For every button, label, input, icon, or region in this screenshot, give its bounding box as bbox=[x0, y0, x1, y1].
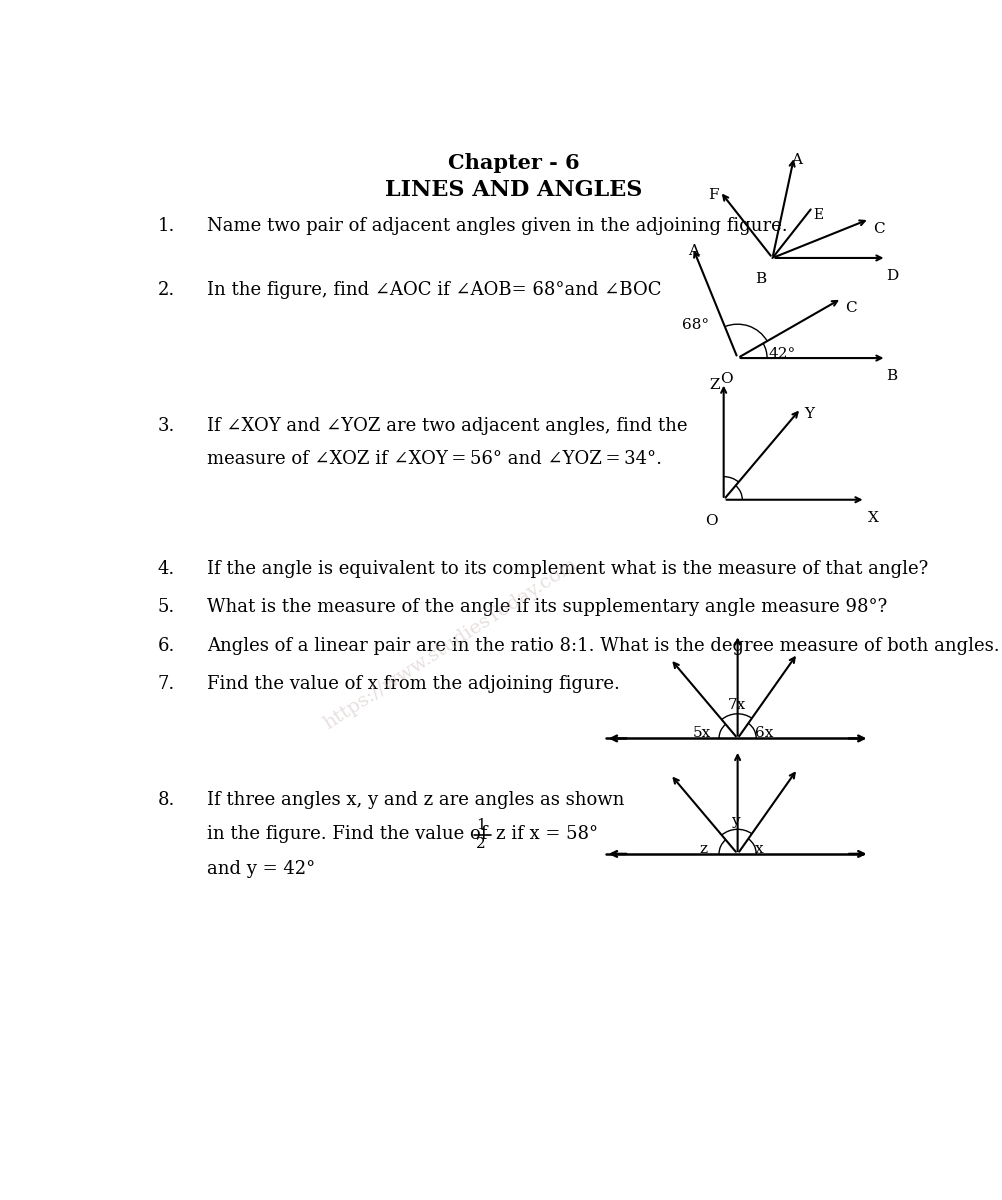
Text: A: A bbox=[790, 152, 801, 167]
Text: What is the measure of the angle if its supplementary angle measure 98°?: What is the measure of the angle if its … bbox=[206, 599, 886, 617]
Text: 1.: 1. bbox=[157, 217, 175, 235]
Text: If the angle is equivalent to its complement what is the measure of that angle?: If the angle is equivalent to its comple… bbox=[206, 559, 927, 578]
Text: In the figure, find ∠AOC if ∠AOB= 68°and ∠BOC: In the figure, find ∠AOC if ∠AOB= 68°and… bbox=[206, 281, 660, 299]
Text: 7.: 7. bbox=[157, 676, 175, 694]
Text: F: F bbox=[707, 188, 718, 202]
Text: 3.: 3. bbox=[157, 418, 175, 436]
Text: 2: 2 bbox=[475, 838, 485, 851]
Text: y: y bbox=[730, 814, 739, 828]
Text: 6.: 6. bbox=[157, 637, 175, 655]
Text: in the figure. Find the value of: in the figure. Find the value of bbox=[206, 826, 487, 844]
Text: z: z bbox=[698, 841, 706, 856]
Text: O: O bbox=[719, 372, 732, 386]
Text: z if x = 58°: z if x = 58° bbox=[495, 826, 597, 844]
Text: Z: Z bbox=[709, 378, 719, 392]
Text: C: C bbox=[873, 222, 884, 236]
Text: measure of ∠XOZ if ∠XOY = 56° and ∠YOZ = 34°.: measure of ∠XOZ if ∠XOY = 56° and ∠YOZ =… bbox=[206, 450, 661, 468]
Text: 8.: 8. bbox=[157, 791, 175, 809]
Text: 5x: 5x bbox=[692, 726, 710, 740]
Text: Name two pair of adjacent angles given in the adjoining figure.: Name two pair of adjacent angles given i… bbox=[206, 217, 787, 235]
Text: 7x: 7x bbox=[726, 698, 745, 713]
Text: https://www.studiesToday.com: https://www.studiesToday.com bbox=[321, 556, 580, 733]
Text: O: O bbox=[704, 514, 717, 528]
Text: and y = 42°: and y = 42° bbox=[206, 860, 315, 878]
Text: C: C bbox=[845, 301, 856, 316]
Text: 68°: 68° bbox=[681, 318, 708, 332]
Text: If three angles x, y and z are angles as shown: If three angles x, y and z are angles as… bbox=[206, 791, 623, 809]
Text: LINES AND ANGLES: LINES AND ANGLES bbox=[385, 179, 641, 200]
Text: If ∠XOY and ∠YOZ are two adjacent angles, find the: If ∠XOY and ∠YOZ are two adjacent angles… bbox=[206, 418, 686, 436]
Text: 5.: 5. bbox=[157, 599, 175, 617]
Text: X: X bbox=[867, 510, 878, 524]
Text: Find the value of x from the adjoining figure.: Find the value of x from the adjoining f… bbox=[206, 676, 619, 694]
Text: Angles of a linear pair are in the ratio 8:1. What is the degree measure of both: Angles of a linear pair are in the ratio… bbox=[206, 637, 998, 655]
Text: B: B bbox=[886, 368, 897, 383]
Text: Chapter - 6: Chapter - 6 bbox=[447, 154, 579, 173]
Text: 2.: 2. bbox=[157, 281, 175, 299]
Text: 42°: 42° bbox=[768, 347, 795, 360]
Text: E: E bbox=[813, 209, 823, 222]
Text: x: x bbox=[754, 841, 763, 856]
Text: 4.: 4. bbox=[157, 559, 175, 578]
Text: D: D bbox=[886, 269, 898, 283]
Text: 1: 1 bbox=[475, 817, 485, 832]
Text: Y: Y bbox=[804, 407, 813, 420]
Text: A: A bbox=[687, 244, 698, 258]
Text: 6x: 6x bbox=[754, 726, 773, 740]
Text: B: B bbox=[755, 272, 766, 286]
